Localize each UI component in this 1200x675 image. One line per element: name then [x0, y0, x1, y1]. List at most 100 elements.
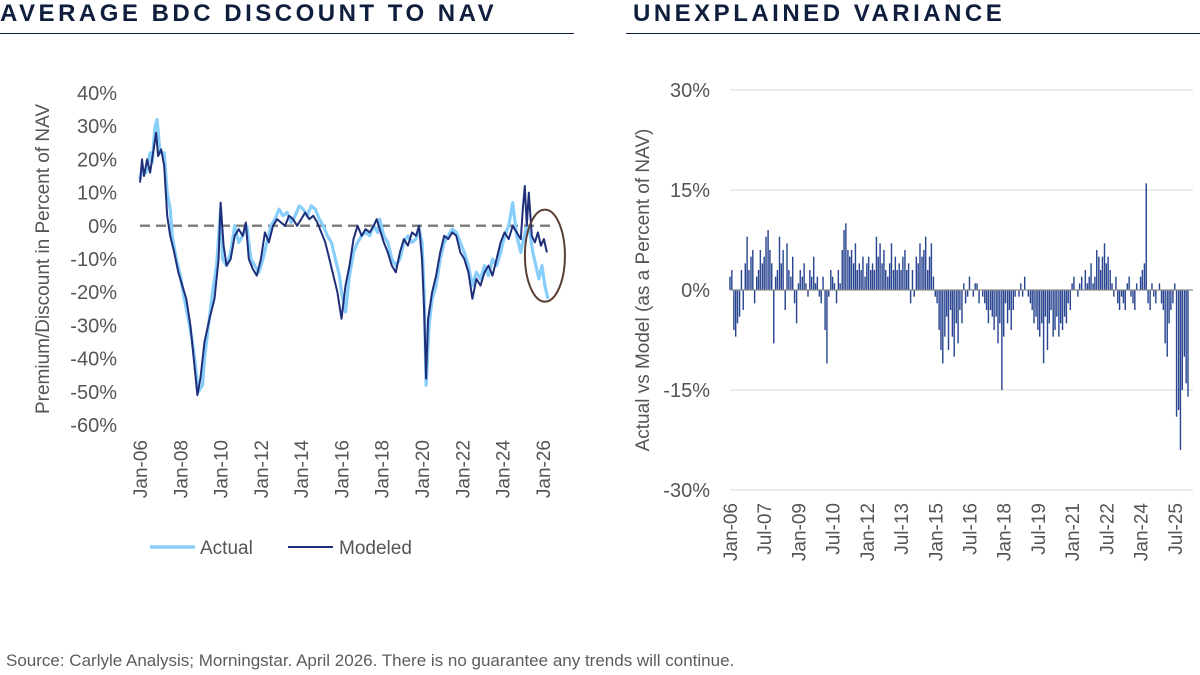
- variance-bar: [945, 290, 948, 317]
- variance-bar: [989, 290, 992, 310]
- variance-bar: [1151, 283, 1153, 290]
- source-note: Source: Carlyle Analysis; Morningstar. A…: [6, 651, 735, 670]
- variance-bar: [964, 290, 967, 304]
- right-x-tick-label: Jul-13: [892, 503, 913, 555]
- variance-bar: [1135, 283, 1138, 290]
- variance-bar: [1124, 290, 1126, 310]
- variance-bar: [778, 236, 781, 290]
- variance-bar: [1098, 256, 1100, 290]
- right-y-tick-label: 30%: [670, 80, 710, 102]
- variance-bar: [805, 283, 807, 290]
- variance-bar: [833, 283, 836, 290]
- variance-bar: [907, 263, 910, 290]
- left-chart-title: AVERAGE BDC DISCOUNT TO NAV: [0, 0, 498, 27]
- left-x-tick-label: Jan-06: [131, 440, 152, 498]
- right-y-tick-label: -30%: [663, 480, 710, 502]
- variance-bar: [959, 290, 961, 310]
- variance-bar: [757, 270, 760, 290]
- variance-bar: [1041, 290, 1043, 324]
- variance-bar: [902, 256, 904, 290]
- variance-bar: [807, 290, 809, 297]
- left-x-tick-label: Jan-12: [252, 440, 273, 498]
- variance-bar: [820, 290, 822, 304]
- right-x-tick-label: Jan-12: [858, 503, 879, 561]
- variance-bar: [924, 236, 927, 290]
- left-x-tick-label: Jan-10: [212, 440, 233, 498]
- variance-bar: [1128, 276, 1130, 290]
- variance-bar: [1020, 283, 1022, 290]
- variance-bar: [1071, 283, 1073, 290]
- variance-bar: [944, 290, 946, 337]
- variance-bar: [1117, 290, 1119, 304]
- left-x-tick-label: Jan-16: [332, 440, 353, 498]
- variance-bar: [997, 290, 999, 344]
- variance-bar: [799, 270, 801, 290]
- variance-bar: [849, 256, 851, 290]
- variance-bar: [788, 270, 790, 290]
- variance-bar: [1031, 290, 1033, 310]
- variance-bar: [1103, 243, 1106, 290]
- variance-bar: [792, 256, 794, 290]
- variance-bar: [1090, 263, 1092, 290]
- variance-bar: [995, 290, 997, 317]
- variance-bar: [782, 250, 784, 290]
- variance-bar: [923, 250, 925, 290]
- left-x-tick-label: Jan-24: [494, 440, 515, 499]
- variance-bar: [1172, 290, 1174, 304]
- left-y-tick-label: 0%: [88, 216, 117, 238]
- variance-bar: [1162, 290, 1165, 310]
- left-x-tick-label: Jan-22: [453, 440, 474, 498]
- variance-bar: [1008, 290, 1011, 310]
- variance-bar: [974, 283, 976, 290]
- variance-bar: [1088, 276, 1090, 290]
- right-x-tick-label: Jul-25: [1166, 503, 1187, 555]
- variance-bar: [803, 263, 805, 290]
- right-y-tick-label: 15%: [670, 180, 710, 202]
- variance-bar: [801, 276, 804, 290]
- variance-bar: [1155, 290, 1157, 304]
- variance-bar: [1149, 290, 1151, 310]
- variance-bar: [816, 276, 819, 290]
- variance-bar: [729, 276, 731, 290]
- variance-bar: [862, 256, 864, 290]
- right-chart-title: UNEXPLAINED VARIANCE: [633, 0, 1006, 27]
- variance-bar: [921, 256, 923, 290]
- variance-bar: [736, 290, 739, 324]
- variance-bar: [938, 290, 940, 330]
- variance-bar: [873, 270, 876, 290]
- left-y-tick-label: -30%: [70, 315, 117, 337]
- variance-bar: [860, 270, 862, 290]
- variance-bar: [1101, 256, 1104, 290]
- variance-bar: [917, 263, 919, 290]
- variance-bar: [793, 290, 796, 304]
- variance-bar: [1160, 290, 1163, 304]
- variance-bar: [890, 243, 893, 290]
- variance-bar: [750, 256, 752, 290]
- variance-bar: [892, 270, 895, 290]
- variance-bar: [985, 290, 988, 310]
- variance-bar: [987, 290, 990, 324]
- variance-bar: [759, 250, 762, 290]
- series-line-modeled: [139, 131, 548, 397]
- variance-bar: [877, 256, 879, 290]
- variance-bar: [978, 290, 980, 304]
- variance-bar: [887, 276, 889, 290]
- variance-bar: [875, 236, 878, 290]
- right-y-tick-label: 0%: [681, 280, 710, 302]
- variance-bar: [790, 276, 792, 290]
- variance-bar: [1145, 183, 1147, 290]
- variance-bar: [1044, 290, 1047, 317]
- variance-bar: [888, 263, 891, 290]
- left-x-tick-label: Jan-18: [373, 440, 394, 498]
- variance-bar: [1174, 283, 1176, 290]
- variance-bar: [1065, 290, 1068, 324]
- variance-bar: [1126, 283, 1129, 290]
- variance-bar: [765, 236, 767, 290]
- variance-bar: [1105, 263, 1108, 290]
- variance-bar: [1058, 290, 1060, 337]
- variance-bar: [930, 243, 933, 290]
- left-x-tick-label: Jan-20: [413, 440, 434, 498]
- variance-bar: [1096, 250, 1098, 290]
- variance-bar: [919, 243, 921, 290]
- variance-bar: [740, 270, 743, 290]
